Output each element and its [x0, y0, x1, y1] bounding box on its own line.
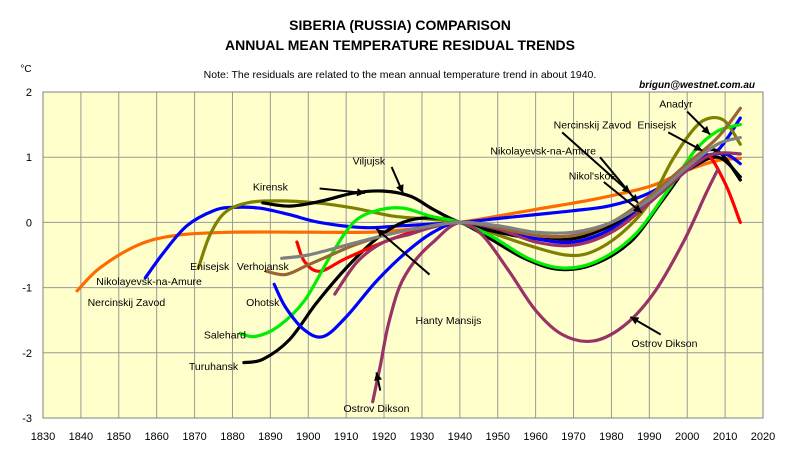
- x-tick-label: 1990: [637, 431, 661, 443]
- plot-border: [42, 91, 764, 419]
- y-tick-label: -3: [22, 413, 32, 425]
- pointer-arrowhead: [376, 228, 386, 238]
- station-label: Kirensk: [253, 182, 289, 194]
- station-label: Enisejsk: [637, 120, 677, 132]
- y-tick-label: 0: [26, 217, 32, 229]
- chart-title-line-2: ANNUAL MEAN TEMPERATURE RESIDUAL TRENDS: [225, 37, 575, 53]
- x-tick-label: 1920: [372, 431, 396, 443]
- y-axis-unit: °C: [20, 64, 31, 75]
- x-tick-label: 1840: [69, 431, 93, 443]
- x-tick-label: 1870: [182, 431, 206, 443]
- x-tick-label: 1890: [258, 431, 282, 443]
- pointer-arrowhead: [633, 204, 642, 213]
- series-line-9: [333, 168, 720, 344]
- x-tick-label: 1910: [334, 431, 358, 443]
- pointer-line: [599, 156, 639, 204]
- pointer-arrowhead: [693, 143, 703, 151]
- station-label: Enisejsk: [190, 261, 230, 273]
- y-tick-label: 1: [26, 152, 32, 164]
- x-tick-label: 2020: [751, 431, 775, 443]
- pointer-arrowhead: [396, 184, 404, 194]
- x-tick-label: 1860: [144, 431, 168, 443]
- station-label: Ostrov Dikson: [344, 403, 410, 415]
- pointer-line: [561, 131, 632, 194]
- x-tick-label: 1900: [296, 431, 320, 443]
- x-tick-label: 1930: [410, 431, 434, 443]
- x-tick-label: 2000: [675, 431, 699, 443]
- credit-text: brigun@westnet.com.au: [639, 80, 755, 91]
- pointer-arrowhead: [374, 372, 383, 382]
- pointer-arrowhead: [630, 316, 640, 325]
- series-line-2: [143, 116, 742, 280]
- series-line-12: [280, 136, 742, 260]
- pointer-arrowhead: [356, 188, 366, 197]
- pointer-arrowhead: [701, 125, 710, 135]
- station-label: Nikolayevsk-na-Amure: [96, 276, 202, 288]
- pointer-line: [375, 228, 431, 276]
- station-label: Nercinskij Zavod: [554, 120, 632, 132]
- x-tick-label: 1880: [220, 431, 244, 443]
- y-tick-label: 2: [26, 87, 32, 99]
- x-tick-label: 2010: [713, 431, 737, 443]
- station-label: Nikolayevsk-na-Amure: [490, 146, 596, 158]
- y-tick-label: -1: [22, 283, 32, 295]
- x-tick-label: 1960: [523, 431, 547, 443]
- station-label: Nikol'skoe: [569, 170, 617, 182]
- x-tick-label: 1940: [448, 431, 472, 443]
- station-label: Ostrov Dikson: [632, 338, 698, 350]
- series-line-3: [196, 115, 742, 270]
- station-label: Verhojansk: [237, 261, 290, 273]
- y-tick-label: -2: [22, 348, 32, 360]
- station-label: Anadyr: [659, 99, 693, 111]
- station-label: Viljujsk: [353, 155, 386, 167]
- x-tick-label: 1950: [485, 431, 509, 443]
- x-tick-label: 1970: [561, 431, 585, 443]
- x-tick-label: 1850: [107, 431, 131, 443]
- pointer-line: [603, 181, 643, 214]
- station-label: Nercinskij Zavod: [88, 297, 166, 309]
- station-label: Salehard: [204, 330, 246, 342]
- station-label: Hanty Mansijs: [415, 315, 481, 327]
- pointer-arrowhead: [629, 194, 638, 203]
- station-label: Ohotsk: [246, 297, 280, 309]
- x-tick-label: 1980: [599, 431, 623, 443]
- chart-note: Note: The residuals are related to the m…: [204, 69, 597, 81]
- station-label: Turuhansk: [189, 361, 239, 373]
- chart-title-line-1: SIBERIA (RUSSIA) COMPARISON: [289, 17, 511, 33]
- x-tick-label: 1830: [31, 431, 55, 443]
